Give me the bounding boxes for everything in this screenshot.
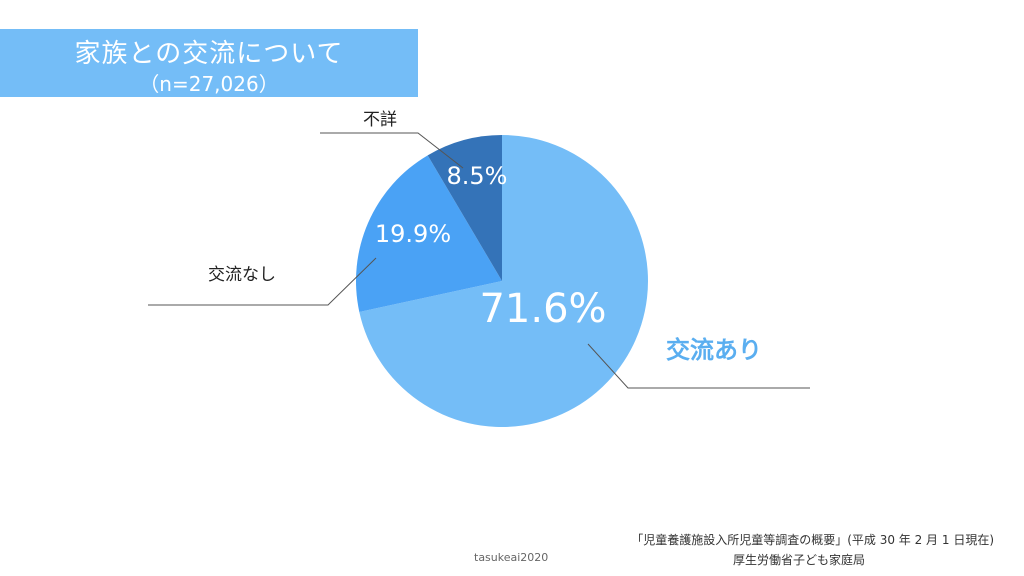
source-line-1: 「児童養護施設入所児童等調査の概要」(平成 30 年 2 月 1 日現在) [631,533,994,547]
pie-slice-3 [427,135,502,281]
leader-line-2 [148,257,377,306]
credit-text: tasukeai2020 [474,551,549,564]
leader-line-3 [320,132,464,169]
slice-category-label-3: 不詳 [363,110,397,130]
title-banner [0,29,418,97]
slice-value-label-1: 71.6% [479,286,606,332]
slice-category-label-1: 交流あり [666,336,762,364]
source-line-2: 厚生労働省子ども家庭局 [733,553,866,567]
slice-value-label-2: 19.9% [375,220,451,248]
pie-slice-2 [356,155,502,312]
chart-title: 家族との交流について [74,39,344,69]
slice-value-label-3: 8.5% [447,162,508,190]
pie-slice-1 [359,135,648,428]
slice-category-label-2: 交流なし [208,265,276,285]
leader-line-1 [587,343,810,389]
chart-subtitle: （n=27,026） [139,72,279,96]
